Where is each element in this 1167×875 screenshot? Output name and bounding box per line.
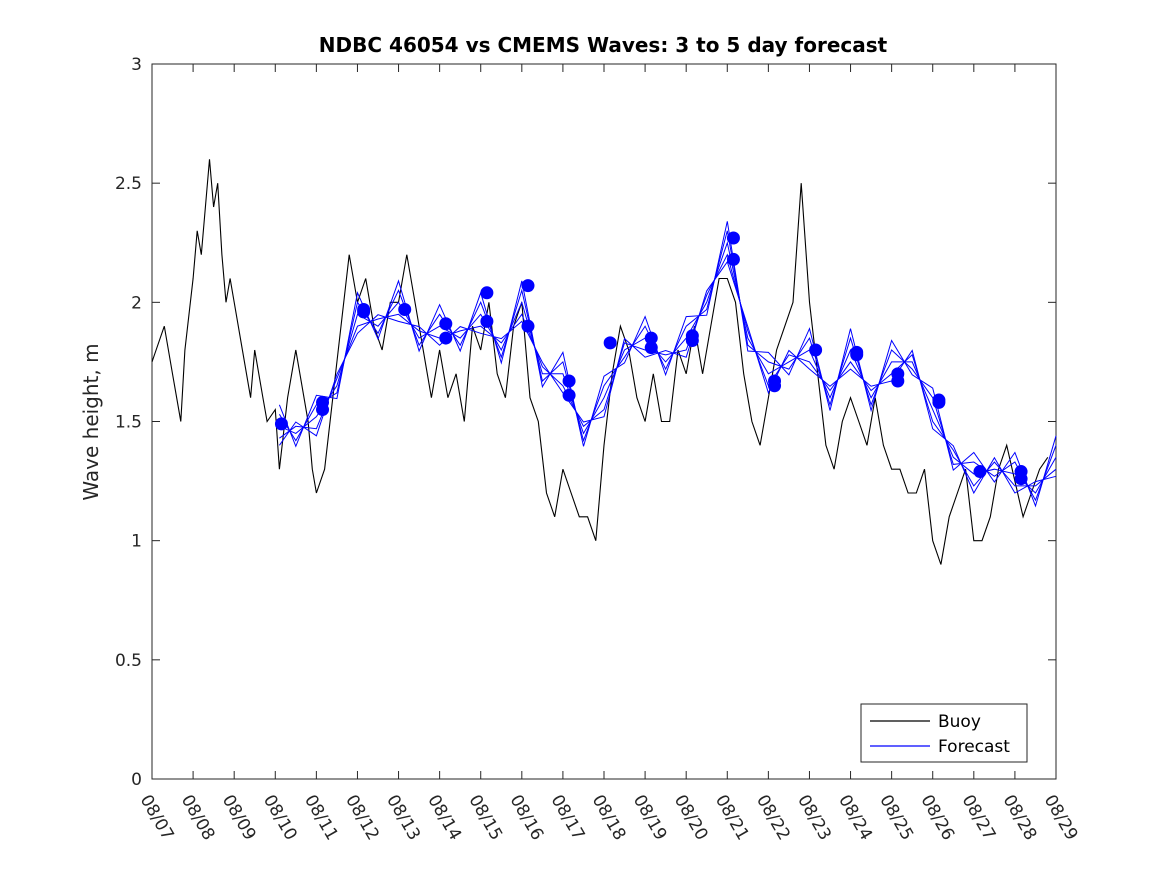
x-tick-label: 08/15 <box>464 792 506 844</box>
x-tick-label: 08/20 <box>670 792 712 844</box>
legend-buoy-label: Buoy <box>938 712 981 732</box>
x-tick-label: 08/11 <box>300 792 342 844</box>
x-tick-label: 08/14 <box>423 792 465 844</box>
forecast-marker <box>521 279 535 293</box>
forecast-marker <box>809 343 823 357</box>
forecast-marker <box>480 314 494 328</box>
x-tick-label: 08/09 <box>218 792 260 844</box>
y-tick-label: 0 <box>131 770 142 790</box>
y-tick-label: 2 <box>131 293 142 313</box>
forecast-marker <box>357 302 371 316</box>
plot-layer <box>151 159 1057 565</box>
forecast-marker <box>480 286 494 300</box>
forecast-marker <box>1014 472 1028 486</box>
forecast-marker <box>562 388 576 402</box>
forecast-marker <box>726 231 740 245</box>
y-tick-label: 3 <box>131 55 142 75</box>
x-tick-label: 08/19 <box>629 792 671 844</box>
y-axis: 0 0.5 1 1.5 2 2.5 3 <box>115 55 1056 790</box>
forecast-marker <box>521 319 535 333</box>
plot-area <box>151 63 1057 780</box>
forecast-marker <box>973 465 987 479</box>
buoy-series-line <box>151 159 1049 565</box>
y-axis-title: Wave height, m <box>79 343 103 500</box>
forecast-marker <box>603 336 617 350</box>
forecast-marker <box>932 393 946 407</box>
x-tick-label: 08/26 <box>916 792 958 844</box>
x-tick-label: 08/12 <box>341 792 383 844</box>
x-tick-label: 08/17 <box>547 792 589 844</box>
chart-title: NDBC 46054 vs CMEMS Waves: 3 to 5 day fo… <box>319 33 888 57</box>
x-tick-label: 08/28 <box>999 792 1041 844</box>
forecast-marker <box>891 367 905 381</box>
forecast-marker <box>316 403 330 417</box>
forecast-marker <box>768 374 782 388</box>
x-tick-label: 08/27 <box>957 792 999 844</box>
legend: Buoy Forecast <box>860 703 1028 763</box>
x-tick-label: 08/22 <box>752 792 794 844</box>
forecast-marker <box>644 341 658 355</box>
forecast-series-line <box>279 253 1057 487</box>
forecast-marker <box>398 302 412 316</box>
x-tick-label: 08/10 <box>259 792 301 844</box>
y-tick-label: 0.5 <box>115 651 142 671</box>
x-tick-label: 08/23 <box>793 792 835 844</box>
y-tick-label: 1 <box>131 532 142 552</box>
x-tick-label: 08/18 <box>588 792 630 844</box>
y-tick-label: 1.5 <box>115 413 142 433</box>
forecast-series-line <box>278 260 1057 495</box>
x-tick-label: 08/21 <box>711 792 753 844</box>
y-tick-label: 2.5 <box>115 174 142 194</box>
x-tick-label: 08/08 <box>177 792 219 844</box>
x-tick-label: 08/13 <box>382 792 424 844</box>
forecast-marker <box>850 348 864 362</box>
forecast-marker <box>562 374 576 388</box>
forecast-marker <box>439 317 453 331</box>
forecast-marker <box>685 329 699 343</box>
forecast-marker <box>439 331 453 345</box>
legend-box <box>860 703 1028 763</box>
forecast-marker <box>274 417 288 431</box>
forecast-marker <box>726 252 740 266</box>
x-tick-label: 08/16 <box>505 792 547 844</box>
x-tick-label: 08/25 <box>875 792 917 844</box>
forecast-marker <box>644 331 658 345</box>
x-tick-label: 08/07 <box>136 792 178 844</box>
legend-forecast-label: Forecast <box>938 737 1010 757</box>
x-tick-label: 08/24 <box>834 792 876 844</box>
x-tick-label: 08/29 <box>1040 792 1082 844</box>
